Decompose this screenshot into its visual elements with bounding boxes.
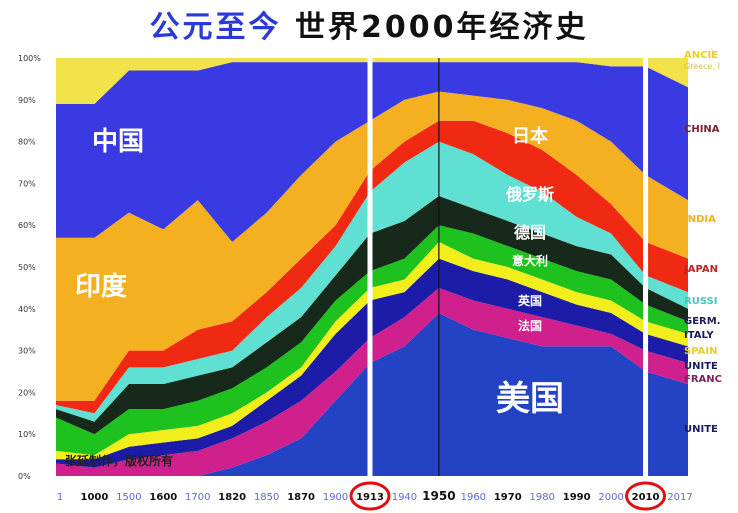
x-tick-label: 1990 <box>563 492 591 503</box>
x-tick-label: 1700 <box>185 492 210 503</box>
x-tick-label: 1 <box>57 492 63 503</box>
y-tick-label: 40% <box>18 305 36 314</box>
legend-label: UNITE <box>684 361 718 372</box>
area-series-4 <box>56 225 688 456</box>
y-tick-label: 0% <box>18 472 31 481</box>
legend-label: JAPAN <box>683 264 718 275</box>
area-series-6 <box>56 141 688 422</box>
x-tick-label: 1850 <box>254 492 279 503</box>
title-part2: 世界2000年经济史 <box>294 10 589 45</box>
y-tick-label: 20% <box>18 388 36 397</box>
area-series-8 <box>56 91 688 401</box>
x-tick-label: 1913 <box>356 492 384 503</box>
x-tick-label: 1000 <box>81 492 109 503</box>
series-label: 英国 <box>518 293 542 308</box>
series-label: 法国 <box>518 318 542 333</box>
x-tick-label: 1900 <box>323 492 348 503</box>
highlight-circle <box>349 481 391 511</box>
series-label: 日本 <box>512 125 548 147</box>
legend-sublabel: Greece, I <box>684 62 720 71</box>
area-series-10 <box>56 58 688 104</box>
title-part1: 公元至今 <box>149 10 282 45</box>
series-label: 中国 <box>92 127 144 157</box>
series-label: 美国 <box>496 379 564 419</box>
legend-label: ITALY <box>684 330 714 341</box>
x-tick-label: 1940 <box>392 492 417 503</box>
y-tick-label: 30% <box>18 347 36 356</box>
y-tick-label: 50% <box>18 263 36 272</box>
x-tick-label: 2017 <box>667 492 692 503</box>
area-series-2 <box>56 258 688 468</box>
area-series-1 <box>56 287 688 476</box>
y-tick-label: 100% <box>18 54 41 63</box>
series-label: 意大利 <box>512 253 548 268</box>
x-tick-label: 1870 <box>287 492 315 503</box>
x-tick-label: 1820 <box>218 492 246 503</box>
area-series-9 <box>56 62 688 242</box>
y-tick-label: 90% <box>18 96 36 105</box>
legend-label: SPAIN <box>684 346 717 357</box>
series-label: 俄罗斯 <box>505 185 554 204</box>
legend-label: UNITE <box>684 424 718 435</box>
area-series-7 <box>56 120 688 414</box>
x-tick-label: 1960 <box>461 492 486 503</box>
watermark: 张延制作，版权所有 <box>65 453 173 468</box>
legend-label: FRANC <box>684 374 722 385</box>
x-tick-label: 1980 <box>529 492 554 503</box>
legend-label: GERM. <box>684 316 721 327</box>
series-label: 德国 <box>514 223 546 242</box>
legend-label: ANCIE <box>684 50 718 61</box>
legend-label: CHINA <box>684 124 720 135</box>
chart-title: 公元至今 世界2000年经济史 <box>0 2 738 46</box>
y-tick-label: 60% <box>18 221 36 230</box>
x-tick-label: 1970 <box>494 492 522 503</box>
series-label: 印度 <box>75 271 127 302</box>
x-tick-label: 2010 <box>632 492 660 503</box>
x-tick-label: 1600 <box>149 492 177 503</box>
legend-label: INDIA <box>684 214 716 225</box>
y-tick-label: 10% <box>18 430 36 439</box>
x-tick-label: 1500 <box>116 492 141 503</box>
y-tick-label: 70% <box>18 179 36 188</box>
x-tick-label: 1950 <box>422 489 455 503</box>
legend-label: RUSSI <box>684 296 718 307</box>
highlight-circle <box>625 481 667 511</box>
y-tick-label: 80% <box>18 138 36 147</box>
area-series-5 <box>56 195 688 435</box>
x-tick-label: 2000 <box>598 492 623 503</box>
